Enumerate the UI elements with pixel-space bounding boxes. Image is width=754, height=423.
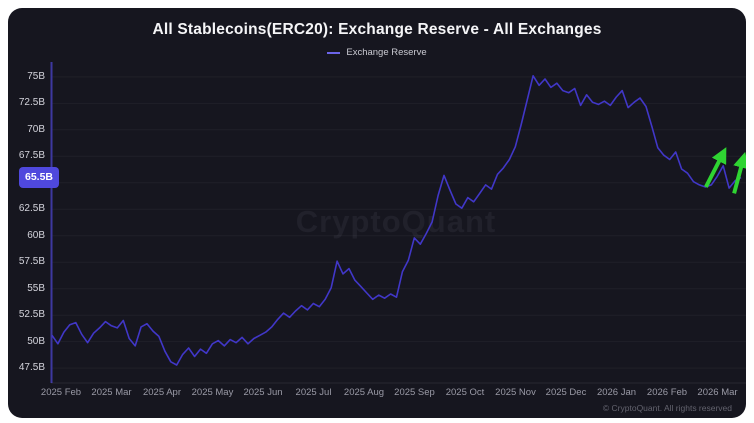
exchange-reserve-line[interactable] — [51, 75, 742, 366]
x-tick-label: 2025 Jun — [243, 387, 283, 398]
current-value-badge: 65.5B — [19, 166, 59, 188]
y-tick-label: 50B — [27, 335, 45, 347]
x-tick-label: 2025 May — [191, 387, 234, 398]
x-tick-label: 2025 Feb — [40, 387, 82, 398]
y-tick-label: 67.5B — [18, 150, 45, 162]
up-arrow-annotation-icon — [732, 151, 746, 194]
y-tick-label: 47.5B — [18, 362, 45, 374]
legend-line-marker-icon — [327, 51, 341, 54]
y-tick-label: 55B — [27, 282, 45, 294]
plot-hover-area[interactable] — [52, 62, 746, 392]
y-tick-label: 60B — [27, 229, 45, 241]
y-tick-label: 57.5B — [18, 256, 45, 268]
chart-card: All Stablecoins(ERC20): Exchange Reserve… — [8, 8, 746, 418]
y-tick-label: 70B — [27, 123, 45, 135]
y-tick-label: 52.5B — [18, 309, 45, 321]
y-tick-label: 72.5B — [18, 97, 45, 109]
chart-title: All Stablecoins(ERC20): Exchange Reserve… — [152, 21, 602, 38]
x-tick-label: 2026 Feb — [646, 387, 688, 398]
y-tick-label: 75B — [27, 70, 45, 82]
x-tick-label: 2025 Oct — [445, 387, 485, 398]
legend-label: Exchange Reserve — [346, 47, 427, 58]
x-tick-label: 2026 Mar — [697, 387, 738, 398]
x-tick-label: 2025 Aug — [343, 387, 385, 398]
copyright-notice: © CryptoQuant. All rights reserved — [602, 403, 732, 413]
up-arrow-annotation-icon — [704, 147, 727, 188]
legend: Exchange Reserve — [8, 47, 746, 58]
legend-item-exchange-reserve[interactable]: Exchange Reserve — [327, 47, 427, 58]
x-tick-label: 2025 Apr — [142, 387, 182, 398]
x-tick-label: 2026 Jan — [596, 387, 637, 398]
x-tick-label: 2025 Jul — [295, 387, 332, 398]
x-tick-label: 2025 Dec — [545, 387, 587, 398]
x-tick-label: 2025 Mar — [91, 387, 132, 398]
chart-canvas — [50, 62, 746, 384]
x-tick-label: 2025 Sep — [394, 387, 435, 398]
x-tick-label: 2025 Nov — [495, 387, 536, 398]
y-tick-label: 62.5B — [18, 203, 45, 215]
